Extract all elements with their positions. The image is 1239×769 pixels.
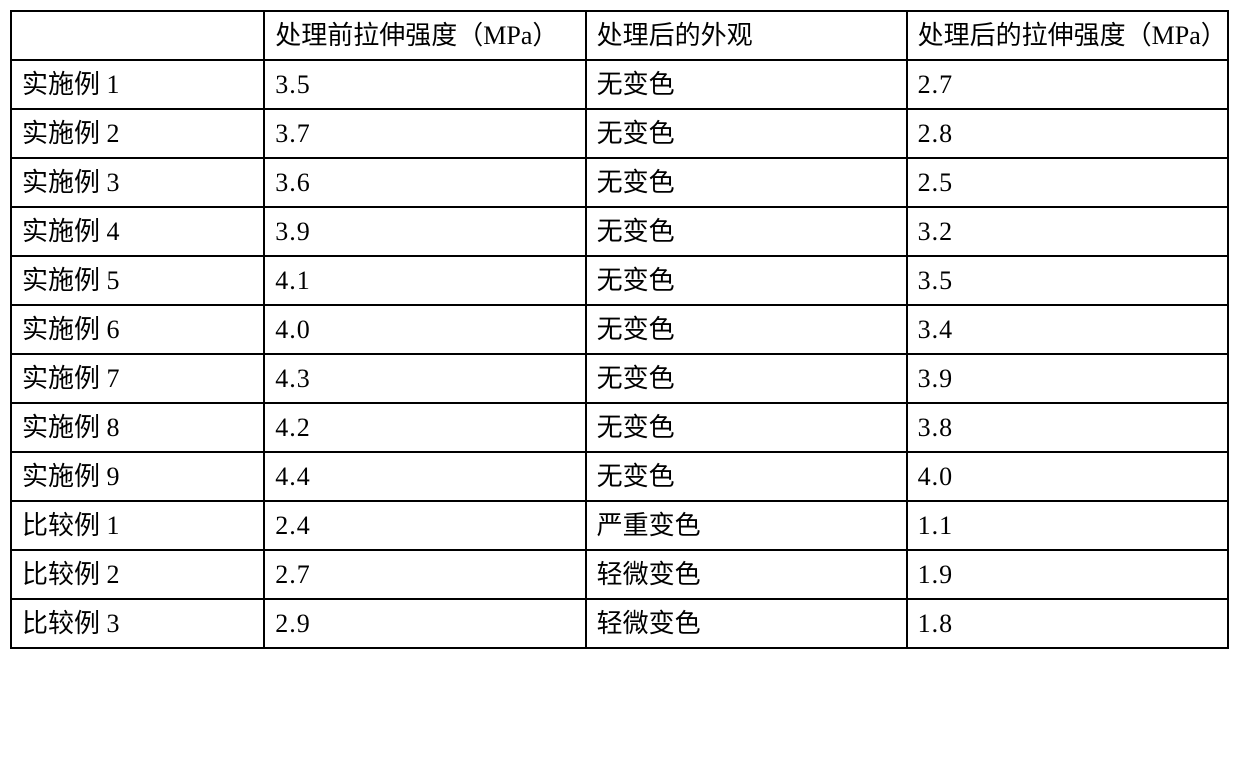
table-row: 实施例 5 4.1 无变色 3.5: [11, 256, 1228, 305]
after-strength-value: 3.8: [907, 403, 1228, 452]
after-strength-value: 3.2: [907, 207, 1228, 256]
before-strength-value: 4.1: [264, 256, 585, 305]
appearance-value: 无变色: [586, 158, 907, 207]
row-label: 比较例 1: [11, 501, 264, 550]
before-strength-value: 2.4: [264, 501, 585, 550]
table-row: 比较例 2 2.7 轻微变色 1.9: [11, 550, 1228, 599]
table-row: 实施例 9 4.4 无变色 4.0: [11, 452, 1228, 501]
after-strength-value: 3.9: [907, 354, 1228, 403]
before-strength-value: 3.6: [264, 158, 585, 207]
row-label: 比较例 3: [11, 599, 264, 648]
after-strength-value: 3.4: [907, 305, 1228, 354]
after-strength-value: 2.7: [907, 60, 1228, 109]
table-row: 实施例 1 3.5 无变色 2.7: [11, 60, 1228, 109]
appearance-value: 无变色: [586, 354, 907, 403]
row-label: 实施例 3: [11, 158, 264, 207]
row-label: 实施例 2: [11, 109, 264, 158]
table-row: 实施例 7 4.3 无变色 3.9: [11, 354, 1228, 403]
before-strength-value: 4.3: [264, 354, 585, 403]
row-label: 实施例 5: [11, 256, 264, 305]
row-label: 实施例 7: [11, 354, 264, 403]
appearance-value: 无变色: [586, 305, 907, 354]
table-row: 实施例 6 4.0 无变色 3.4: [11, 305, 1228, 354]
header-cell-appearance: 处理后的外观: [586, 11, 907, 60]
table-row: 实施例 2 3.7 无变色 2.8: [11, 109, 1228, 158]
appearance-value: 轻微变色: [586, 550, 907, 599]
row-label: 实施例 4: [11, 207, 264, 256]
after-strength-value: 1.1: [907, 501, 1228, 550]
data-table: 处理前拉伸强度（MPa） 处理后的外观 处理后的拉伸强度（MPa） 实施例 1 …: [10, 10, 1229, 649]
appearance-value: 无变色: [586, 207, 907, 256]
table-row: 实施例 8 4.2 无变色 3.8: [11, 403, 1228, 452]
appearance-value: 无变色: [586, 60, 907, 109]
header-cell-after-strength: 处理后的拉伸强度（MPa）: [907, 11, 1228, 60]
appearance-value: 无变色: [586, 452, 907, 501]
row-label: 实施例 1: [11, 60, 264, 109]
header-cell-before-strength: 处理前拉伸强度（MPa）: [264, 11, 585, 60]
appearance-value: 无变色: [586, 109, 907, 158]
header-cell-empty: [11, 11, 264, 60]
before-strength-value: 2.7: [264, 550, 585, 599]
table-row: 比较例 1 2.4 严重变色 1.1: [11, 501, 1228, 550]
before-strength-value: 4.2: [264, 403, 585, 452]
before-strength-value: 3.5: [264, 60, 585, 109]
appearance-value: 无变色: [586, 403, 907, 452]
after-strength-value: 2.8: [907, 109, 1228, 158]
after-strength-value: 4.0: [907, 452, 1228, 501]
table-header-row: 处理前拉伸强度（MPa） 处理后的外观 处理后的拉伸强度（MPa）: [11, 11, 1228, 60]
table-row: 比较例 3 2.9 轻微变色 1.8: [11, 599, 1228, 648]
after-strength-value: 1.9: [907, 550, 1228, 599]
after-strength-value: 2.5: [907, 158, 1228, 207]
after-strength-value: 1.8: [907, 599, 1228, 648]
appearance-value: 轻微变色: [586, 599, 907, 648]
before-strength-value: 4.4: [264, 452, 585, 501]
appearance-value: 严重变色: [586, 501, 907, 550]
before-strength-value: 4.0: [264, 305, 585, 354]
before-strength-value: 2.9: [264, 599, 585, 648]
table-row: 实施例 4 3.9 无变色 3.2: [11, 207, 1228, 256]
before-strength-value: 3.7: [264, 109, 585, 158]
row-label: 实施例 8: [11, 403, 264, 452]
row-label: 实施例 6: [11, 305, 264, 354]
after-strength-value: 3.5: [907, 256, 1228, 305]
row-label: 比较例 2: [11, 550, 264, 599]
table-row: 实施例 3 3.6 无变色 2.5: [11, 158, 1228, 207]
before-strength-value: 3.9: [264, 207, 585, 256]
row-label: 实施例 9: [11, 452, 264, 501]
appearance-value: 无变色: [586, 256, 907, 305]
